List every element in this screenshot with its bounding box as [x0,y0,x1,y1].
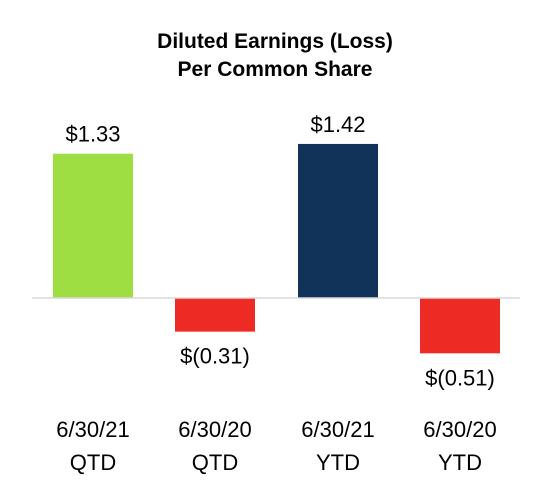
category-label-3-line-2: YTD [438,450,482,475]
category-label-0-line-1: 6/30/21 [56,417,129,442]
chart-title-line-2: Per Common Share [177,58,373,81]
bars-group [53,143,500,354]
category-label-3-line-1: 6/30/20 [423,417,496,442]
category-label-2-line-2: YTD [316,450,360,475]
data-label-1: $(0.31) [180,344,250,369]
bar-0 [53,153,133,298]
chart-title: Diluted Earnings (Loss) Per Common Share [0,28,550,84]
data-label-0: $1.33 [65,122,120,147]
category-label-1-line-2: QTD [192,450,238,475]
data-label-2: $1.42 [310,112,365,137]
category-label-0-line-2: QTD [70,450,116,475]
labels-group: $1.33 6/30/21 QTD $(0.31) 6/30/20 QTD $1.42 6/3… [56,112,496,475]
bar-2 [298,143,378,298]
category-label-1-line-1: 6/30/20 [178,417,251,442]
data-label-3: $(0.51) [425,365,495,390]
bar-1 [175,298,255,332]
bar-3 [420,298,500,354]
chart-title-line-1: Diluted Earnings (Loss) [157,30,393,53]
category-label-2-line-1: 6/30/21 [301,417,374,442]
